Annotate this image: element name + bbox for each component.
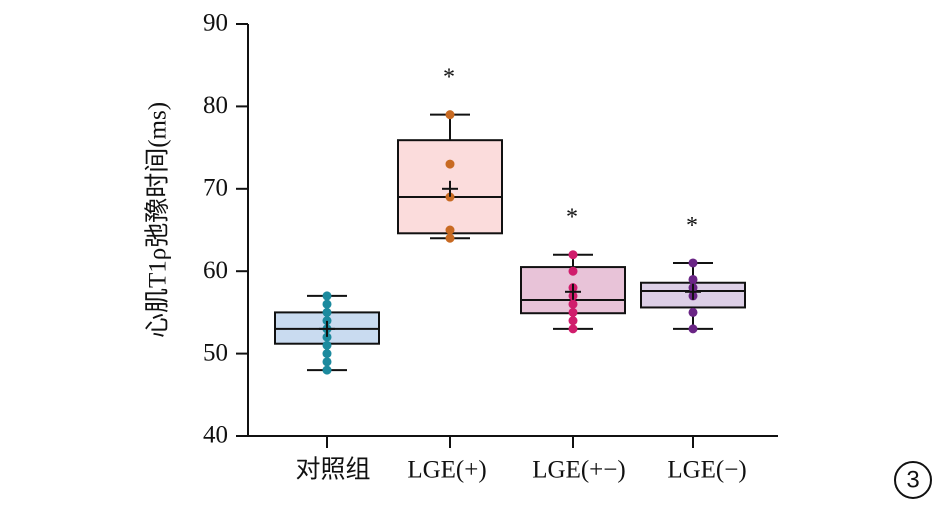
- panel-number: 3: [906, 466, 919, 493]
- data-point: [688, 307, 698, 317]
- data-point: [568, 316, 578, 326]
- data-point: [322, 365, 332, 375]
- data-point: [568, 307, 578, 317]
- data-point: [322, 291, 332, 301]
- x-category-label: LGE(+−): [532, 457, 625, 484]
- data-point: [688, 274, 698, 284]
- data-point: [322, 307, 332, 317]
- data-point: [568, 299, 578, 309]
- panel-number-badge: 3: [894, 461, 932, 499]
- x-category-label: 对照组: [295, 456, 370, 484]
- panel-number-circle: [894, 461, 932, 499]
- box-group: *: [640, 213, 746, 334]
- data-point: [445, 233, 455, 243]
- data-point: [445, 192, 455, 202]
- axes: 40 50 60 70 80 90 对照组 LGE(+) LGE(+−) LGE(−): [203, 10, 778, 484]
- x-ticks: 对照组 LGE(+) LGE(+−) LGE(−): [295, 436, 747, 484]
- significance-marker: *: [443, 65, 455, 91]
- y-tick-label: 80: [203, 92, 228, 119]
- data-point: [445, 225, 455, 235]
- data-point: [322, 349, 332, 359]
- y-tick-label: 40: [203, 422, 228, 449]
- x-category-label: LGE(−): [667, 457, 746, 484]
- y-tick-label: 90: [203, 10, 228, 37]
- significance-marker: *: [686, 213, 698, 239]
- data-point: [445, 159, 455, 169]
- data-point: [568, 250, 578, 260]
- data-point: [568, 324, 578, 334]
- box-series: * * *: [274, 65, 746, 375]
- data-point: [322, 332, 332, 342]
- data-point: [445, 110, 455, 120]
- data-point: [568, 266, 578, 276]
- y-tick-label: 70: [203, 175, 228, 202]
- data-point: [322, 299, 332, 309]
- data-point: [322, 316, 332, 326]
- data-point: [688, 258, 698, 268]
- box-group: *: [397, 65, 503, 243]
- significance-marker: *: [566, 205, 578, 231]
- data-point: [688, 324, 698, 334]
- y-tick-label: 60: [203, 257, 228, 284]
- y-axis-title: 心肌T1ρ弛豫时间(ms): [144, 102, 172, 338]
- data-point: [322, 357, 332, 367]
- data-point: [322, 340, 332, 350]
- x-category-label: LGE(+): [407, 457, 486, 484]
- y-tick-label: 50: [203, 339, 228, 366]
- box-group: [274, 291, 380, 375]
- box-group: *: [520, 205, 626, 334]
- y-ticks: 40 50 60 70 80 90: [203, 10, 248, 449]
